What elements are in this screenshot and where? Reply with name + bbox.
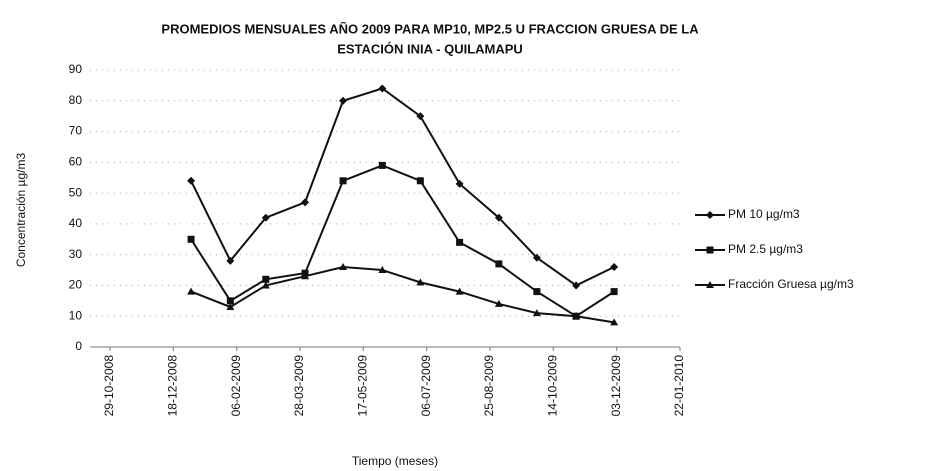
- marker: [226, 256, 235, 265]
- marker: [339, 262, 348, 270]
- x-tick-label: 06-07-2009: [419, 355, 433, 417]
- legend-label: Fracción Gruesa µg/m3: [728, 277, 854, 291]
- marker: [339, 96, 348, 105]
- chart-title: ESTACIÓN INIA - QUILAMAPU: [337, 41, 523, 56]
- marker: [532, 253, 541, 262]
- marker: [494, 213, 503, 222]
- legend-marker: [706, 211, 714, 219]
- marker: [378, 84, 387, 93]
- x-tick-label: 22-01-2010: [672, 355, 686, 417]
- y-tick-label: 50: [69, 185, 83, 199]
- marker: [378, 266, 387, 274]
- marker: [226, 297, 234, 305]
- marker: [455, 287, 464, 295]
- y-tick-label: 10: [69, 308, 83, 322]
- x-tick-label: 14-10-2009: [546, 355, 560, 417]
- marker: [187, 176, 196, 185]
- marker: [572, 281, 581, 290]
- y-tick-label: 90: [69, 62, 83, 76]
- marker: [532, 309, 541, 317]
- marker: [378, 161, 386, 169]
- marker: [187, 235, 195, 243]
- marker: [262, 275, 270, 283]
- marker: [301, 198, 310, 207]
- x-tick-label: 06-02-2009: [229, 355, 243, 417]
- marker: [416, 112, 425, 121]
- x-tick-label: 03-12-2009: [609, 355, 623, 417]
- marker: [455, 179, 464, 188]
- x-tick-label: 28-03-2009: [292, 355, 306, 417]
- y-tick-label: 30: [69, 247, 83, 261]
- marker: [610, 318, 619, 326]
- marker: [610, 262, 619, 271]
- legend-label: PM 2.5 µg/m3: [728, 242, 803, 256]
- marker: [495, 260, 503, 268]
- y-tick-label: 70: [69, 124, 83, 138]
- marker: [572, 312, 581, 320]
- x-tick-label: 29-10-2008: [102, 355, 116, 417]
- series-line: [190, 265, 615, 324]
- y-tick-label: 40: [69, 216, 83, 230]
- y-tick-label: 20: [69, 278, 83, 292]
- y-tick-label: 80: [69, 93, 83, 107]
- legend-label: PM 10 µg/m3: [728, 207, 800, 221]
- marker: [533, 288, 541, 296]
- legend-marker: [706, 281, 714, 288]
- chart-title: PROMEDIOS MENSUALES AÑO 2009 PARA MP10, …: [161, 21, 699, 36]
- marker: [416, 278, 425, 286]
- marker: [494, 299, 503, 307]
- marker: [339, 177, 347, 185]
- y-axis-label: Concentración µg/m3: [14, 153, 28, 268]
- marker: [416, 177, 424, 185]
- marker: [261, 213, 270, 222]
- marker: [301, 272, 310, 280]
- y-tick-label: 60: [69, 155, 83, 169]
- marker: [261, 281, 270, 289]
- series-line: [190, 87, 615, 287]
- marker: [226, 302, 235, 310]
- marker: [456, 238, 464, 246]
- marker: [187, 287, 196, 295]
- series-line: [190, 164, 615, 318]
- legend-marker: [706, 246, 714, 254]
- y-tick-label: 0: [75, 339, 82, 353]
- x-tick-label: 18-12-2008: [166, 355, 180, 417]
- x-axis-label: Tiempo (meses): [352, 454, 438, 468]
- x-tick-label: 17-05-2009: [356, 355, 370, 417]
- x-tick-label: 25-08-2009: [482, 355, 496, 417]
- marker: [610, 288, 618, 296]
